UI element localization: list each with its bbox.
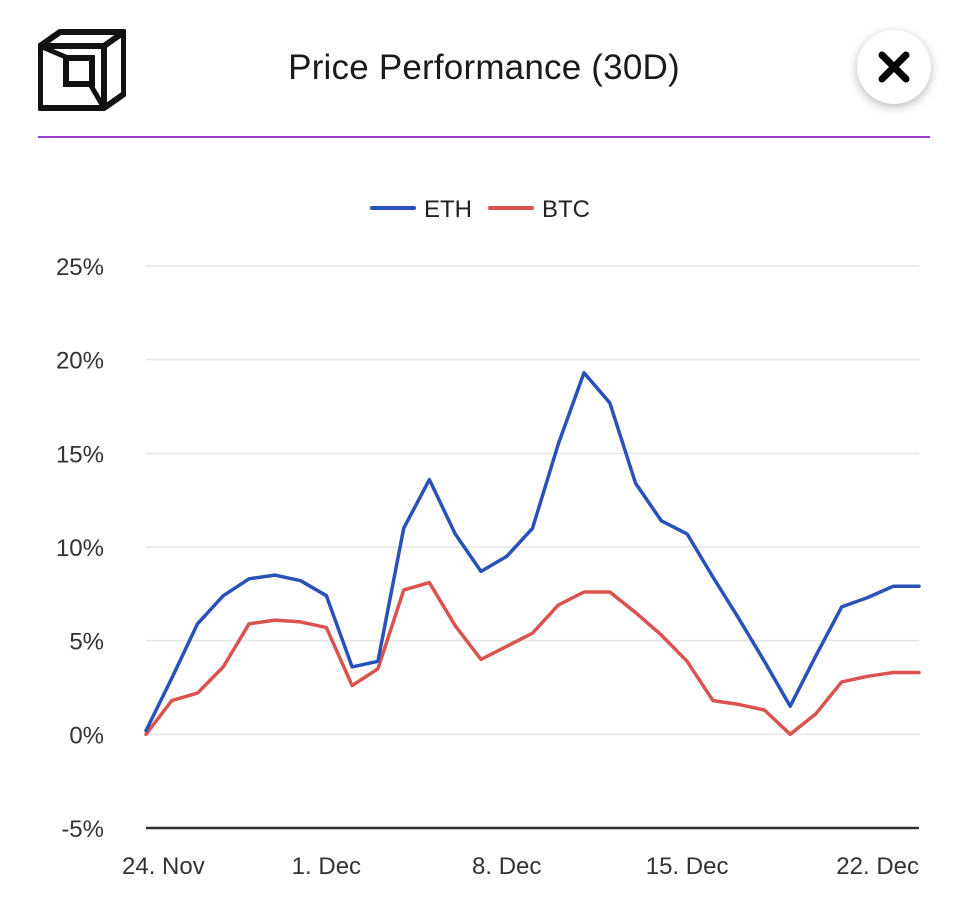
x-tick-label: 15. Dec	[646, 853, 729, 880]
close-button[interactable]	[857, 30, 931, 104]
close-icon	[878, 51, 910, 83]
page-title: Price Performance (30D)	[288, 48, 680, 87]
y-tick-label: 0%	[69, 722, 104, 749]
series-line-eth	[144, 371, 921, 733]
y-tick-label: 15%	[56, 441, 104, 468]
x-tick-label: 8. Dec	[472, 853, 541, 880]
cube-logo-icon	[38, 29, 126, 111]
y-tick-label: 10%	[56, 535, 104, 562]
y-tick-label: -5%	[61, 816, 104, 843]
y-tick-label: 5%	[69, 629, 104, 656]
series-line-btc	[144, 580, 921, 737]
header-divider	[38, 136, 930, 138]
x-tick-label: 24. Nov	[122, 853, 205, 880]
x-tick-label: 22. Dec	[836, 853, 919, 880]
x-tick-label: 1. Dec	[292, 853, 361, 880]
legend-label-eth: ETH	[424, 196, 472, 223]
legend-label-btc: BTC	[542, 196, 590, 223]
y-tick-label: 20%	[56, 348, 104, 375]
y-tick-label: 25%	[56, 254, 104, 281]
